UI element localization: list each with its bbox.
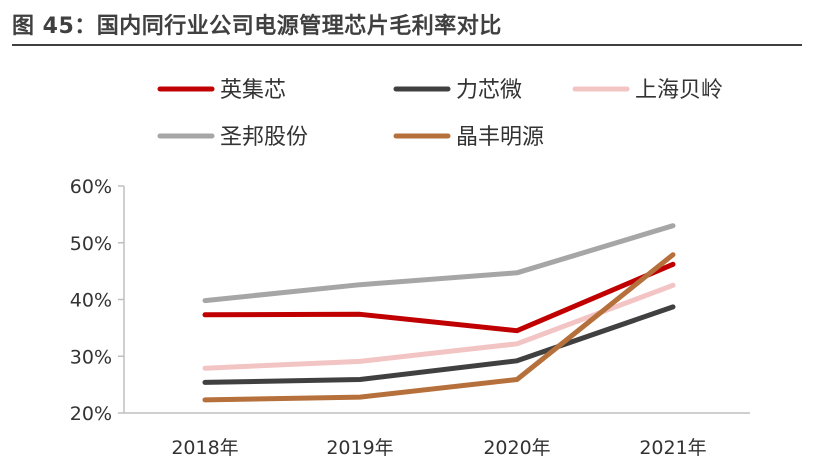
axes: 20% 30% 40% 50% 60% 2018年 2019年 2020年 2021年 <box>70 176 750 459</box>
legend-label: 上海贝岭 <box>635 78 723 103</box>
figure-title: 图 45：国内同行业公司电源管理芯片毛利率对比 <box>12 14 502 39</box>
x-tick-label: 2019年 <box>326 437 393 459</box>
y-tick-label: 30% <box>70 346 112 368</box>
y-tick-label: 50% <box>70 233 112 255</box>
title-rule <box>12 44 802 46</box>
legend-label: 英集芯 <box>220 78 286 103</box>
y-tick-label: 60% <box>70 176 112 198</box>
y-tick-label: 40% <box>70 290 112 312</box>
series-line-2 <box>202 282 676 371</box>
series-line-4 <box>202 252 676 403</box>
legend-label: 力芯微 <box>456 78 522 103</box>
series-lines <box>202 223 676 403</box>
x-tick-label: 2020年 <box>483 437 550 459</box>
legend-label: 晶丰明源 <box>456 125 544 150</box>
series-line-0 <box>202 261 676 334</box>
legend-label: 圣邦股份 <box>220 125 308 150</box>
x-tick-label: 2018年 <box>171 437 238 459</box>
series-line-3 <box>202 223 676 304</box>
series-line-1 <box>202 304 676 385</box>
y-tick-label: 20% <box>70 403 112 425</box>
x-tick-label: 2021年 <box>639 437 706 459</box>
